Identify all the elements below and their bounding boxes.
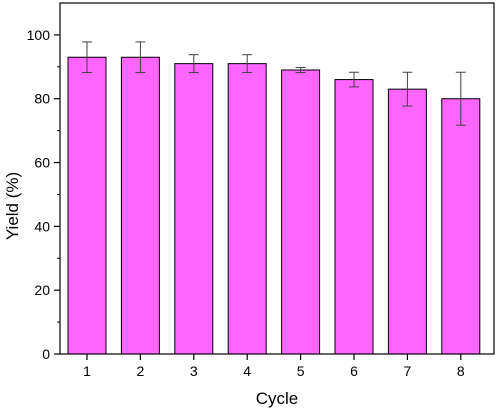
bar-2 <box>120 56 160 355</box>
x-tick-label-2: 2 <box>137 363 145 379</box>
y-axis-title: Yield (%) <box>3 172 22 240</box>
x-tick-label-1: 1 <box>83 363 91 379</box>
plot-frame <box>59 2 495 355</box>
x-tick-label-8: 8 <box>457 363 465 379</box>
error-bar-5 <box>295 66 306 74</box>
y-tick-label-60: 60 <box>34 155 50 171</box>
y-axis: 0 20 40 60 80 100 <box>27 27 60 362</box>
error-bar-8 <box>455 71 466 126</box>
bar-1 <box>67 56 107 355</box>
plot-area <box>59 2 495 355</box>
error-bar-1 <box>82 41 92 74</box>
x-tick-label-7: 7 <box>404 363 412 379</box>
error-bar-3 <box>188 54 199 74</box>
x-tick-label-6: 6 <box>350 363 358 379</box>
error-bar-6 <box>349 71 359 88</box>
x-tick-label-4: 4 <box>243 363 251 379</box>
y-tick-label-0: 0 <box>42 346 50 362</box>
x-tick-label-5: 5 <box>297 363 305 379</box>
bar-7 <box>387 88 427 355</box>
error-bar-2 <box>135 41 146 74</box>
x-axis-title: Cycle <box>256 389 299 408</box>
bar-4 <box>227 63 267 355</box>
x-axis: 1 2 3 4 5 6 7 8 <box>83 354 465 379</box>
y-tick-label-80: 80 <box>34 91 50 107</box>
y-tick-label-20: 20 <box>34 282 50 298</box>
error-bar-4 <box>242 54 253 74</box>
x-tick-label-3: 3 <box>190 363 198 379</box>
y-tick-label-100: 100 <box>27 27 51 43</box>
bar-8 <box>441 98 481 355</box>
bar-5 <box>281 69 321 355</box>
bar-3 <box>174 63 214 355</box>
y-tick-label-40: 40 <box>34 218 50 234</box>
bar-6 <box>334 79 374 355</box>
error-bar-7 <box>402 71 413 107</box>
